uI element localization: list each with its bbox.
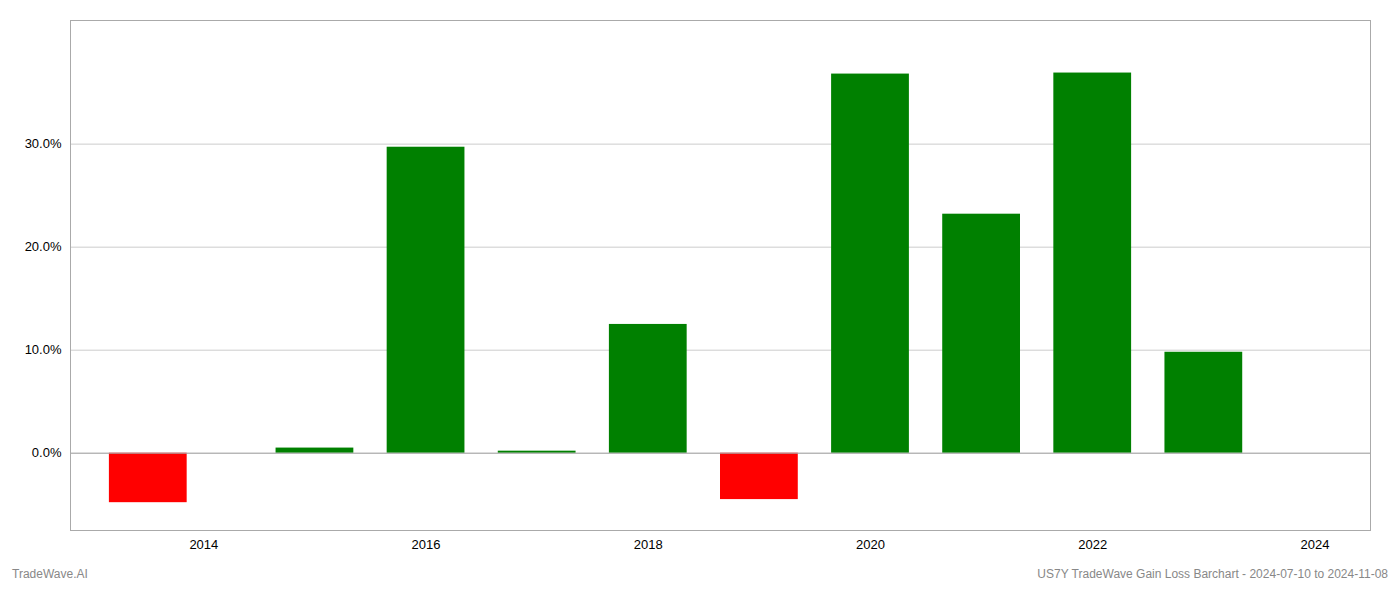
html-text:US7Y TradeWave Gain Loss Barch: US7Y TradeWave Gain Loss Barchart - 2024… xyxy=(1037,567,1388,581)
svg-text:10.0%: 10.0% xyxy=(25,342,62,357)
svg-text:30.0%: 30.0% xyxy=(25,136,62,151)
svg-text:20.0%: 20.0% xyxy=(25,239,62,254)
svg-text:2018: 2018 xyxy=(634,537,663,552)
html-text:TradeWave.AI: TradeWave.AI xyxy=(12,567,88,581)
svg-text:0.0%: 0.0% xyxy=(32,445,62,460)
svg-text:2022: 2022 xyxy=(1078,537,1107,552)
svg-text:2014: 2014 xyxy=(189,537,218,552)
svg-text:2024: 2024 xyxy=(1300,537,1329,552)
svg-text:2020: 2020 xyxy=(856,537,885,552)
svg-text:2016: 2016 xyxy=(412,537,441,552)
